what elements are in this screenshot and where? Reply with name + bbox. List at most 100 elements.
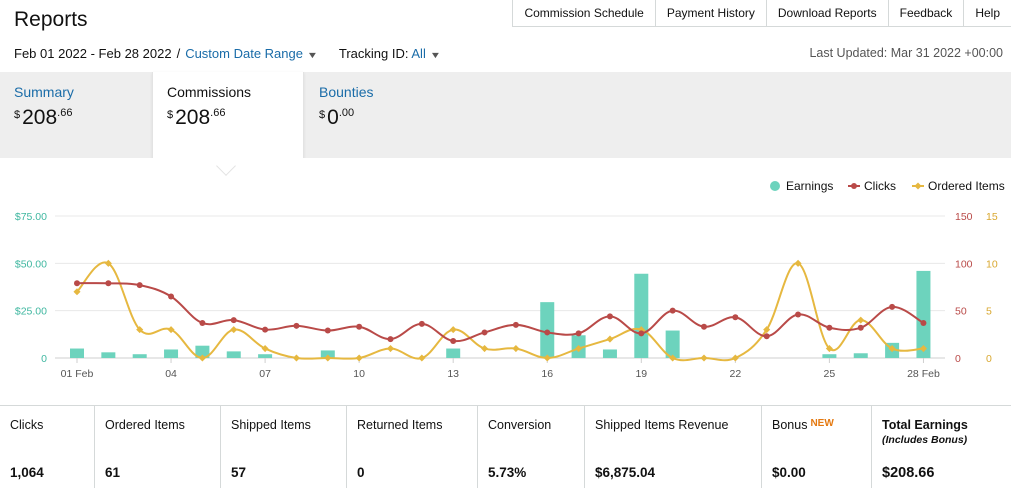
currency-symbol: $	[167, 109, 174, 121]
earnings-bar	[822, 354, 837, 358]
earnings-bar	[195, 345, 210, 358]
clicks-point	[763, 333, 770, 340]
earnings-bar	[634, 273, 649, 358]
clicks-point	[857, 324, 864, 331]
date-separator: /	[176, 46, 181, 61]
payment-history-button[interactable]: Payment History	[656, 0, 767, 26]
currency-symbol: $	[14, 109, 21, 121]
ordered-items-point	[731, 354, 739, 362]
earnings-bar	[446, 348, 461, 358]
earnings-chart: 0 $25.00 $50.00 $75.00 0 50 100 150 0 5 10 15 01 Feb…	[0, 158, 1011, 386]
legend-label: Ordered Items	[928, 179, 1005, 193]
tab-bounties[interactable]: Bounties $0.00	[305, 72, 457, 158]
clicks-line	[76, 282, 924, 343]
stat-total-earnings: Total Earnings (Includes Bonus) $208.66	[872, 406, 1011, 488]
report-filters: Feb 01 2022 - Feb 28 2022 / Custom Date …	[14, 46, 441, 61]
y-right-items-tick-label: 10	[986, 258, 998, 270]
y-right-clicks-tick-label: 150	[955, 211, 973, 223]
clicks-point	[638, 330, 645, 337]
page-title: Reports	[14, 8, 88, 31]
clicks-point	[512, 321, 519, 328]
ordered-items-point	[857, 316, 865, 324]
stat-sublabel: (Includes Bonus)	[882, 434, 968, 446]
new-badge: NEW	[810, 418, 834, 429]
earnings-bar	[665, 330, 680, 358]
tab-commissions[interactable]: Commissions $208.66	[152, 72, 304, 161]
clicks-point	[606, 313, 613, 320]
tab-summary[interactable]: Summary $208.66	[0, 72, 152, 158]
summary-tabs: Summary $208.66 Commissions $208.66 Boun…	[0, 72, 1011, 161]
clicks-point	[324, 327, 331, 334]
tracking-id-value: All	[411, 46, 426, 61]
legend-label: Clicks	[864, 179, 896, 193]
ordered-items-point	[512, 344, 520, 353]
legend-clicks-marker	[851, 183, 857, 189]
y-right-items-tick-label: 5	[986, 306, 992, 318]
tracking-id-filter: Tracking ID: All ▼	[339, 46, 441, 61]
stat-conversion: Conversion 5.73%	[478, 406, 585, 488]
earnings-bar	[320, 350, 335, 358]
stat-label: Clicks	[10, 418, 44, 432]
legend-earnings-marker	[770, 181, 780, 191]
stat-value: 0	[357, 465, 365, 480]
stat-label: Total Earnings	[882, 418, 968, 432]
tracking-id-dropdown[interactable]: All ▼	[411, 46, 441, 61]
amount-cents: .66	[210, 107, 226, 119]
clicks-point	[889, 303, 896, 310]
ordered-items-point	[606, 335, 614, 343]
stat-label: Bonus NEW	[772, 418, 861, 432]
ordered-items-point	[919, 344, 927, 353]
custom-date-range-label: Custom Date Range	[185, 46, 303, 61]
clicks-point	[450, 337, 457, 344]
feedback-button[interactable]: Feedback	[889, 0, 965, 26]
ordered-items-point	[543, 354, 551, 362]
x-tick-label: 10	[353, 368, 365, 380]
stat-value: $208.66	[882, 465, 935, 481]
ordered-items-point	[449, 326, 457, 334]
commission-schedule-button[interactable]: Commission Schedule	[513, 0, 656, 26]
stat-value: 57	[231, 465, 247, 480]
x-tick-label: 01 Feb	[61, 368, 94, 380]
download-reports-button[interactable]: Download Reports	[767, 0, 889, 26]
ordered-items-point	[825, 344, 833, 353]
legend-items-marker	[914, 182, 922, 190]
clicks-point	[418, 320, 425, 327]
stat-shipped-items-revenue: Shipped Items Revenue $6,875.04	[585, 406, 762, 488]
stat-bonus: Bonus NEW $0.00	[762, 406, 872, 488]
ordered-items-point	[261, 344, 269, 353]
y-left-tick-label: 0	[41, 353, 47, 365]
ordered-items-point	[669, 354, 677, 362]
currency-symbol: $	[319, 109, 326, 121]
earnings-bar	[226, 351, 241, 358]
tab-commissions-amount: $208.66	[167, 107, 289, 129]
help-button[interactable]: Help	[975, 6, 1000, 20]
y-right-items-tick-label: 15	[986, 211, 998, 223]
x-tick-label: 16	[541, 368, 553, 380]
custom-date-range-dropdown[interactable]: Custom Date Range ▼	[185, 46, 318, 61]
clicks-point	[481, 329, 488, 336]
clicks-point	[544, 329, 551, 336]
ordered-items-point	[136, 326, 144, 334]
earnings-bar	[853, 353, 868, 358]
stat-returned-items: Returned Items 0	[347, 406, 478, 488]
y-left-tick-label: $75.00	[15, 211, 47, 223]
x-tick-label: 28 Feb	[907, 368, 940, 380]
ordered-items-point	[230, 326, 238, 334]
clicks-point	[262, 326, 269, 333]
amount-cents: .66	[57, 107, 73, 119]
ordered-items-point	[386, 344, 395, 353]
ordered-items-point	[794, 259, 802, 267]
x-tick-label: 22	[730, 368, 742, 380]
earnings-bar	[258, 354, 273, 358]
stat-label: Shipped Items Revenue	[595, 418, 729, 432]
last-updated-text: Last Updated: Mar 31 2022 +00:00	[809, 46, 1003, 60]
tab-commissions-label: Commissions	[167, 84, 252, 100]
y-right-clicks-tick-label: 0	[955, 353, 961, 365]
stat-label: Returned Items	[357, 418, 443, 432]
tab-summary-amount: $208.66	[14, 107, 138, 129]
clicks-point	[356, 323, 363, 330]
earnings-bar	[164, 349, 179, 358]
stat-value: 5.73%	[488, 465, 527, 480]
ordered-items-point	[292, 354, 300, 362]
y-right-items-tick-label: 0	[986, 353, 992, 365]
